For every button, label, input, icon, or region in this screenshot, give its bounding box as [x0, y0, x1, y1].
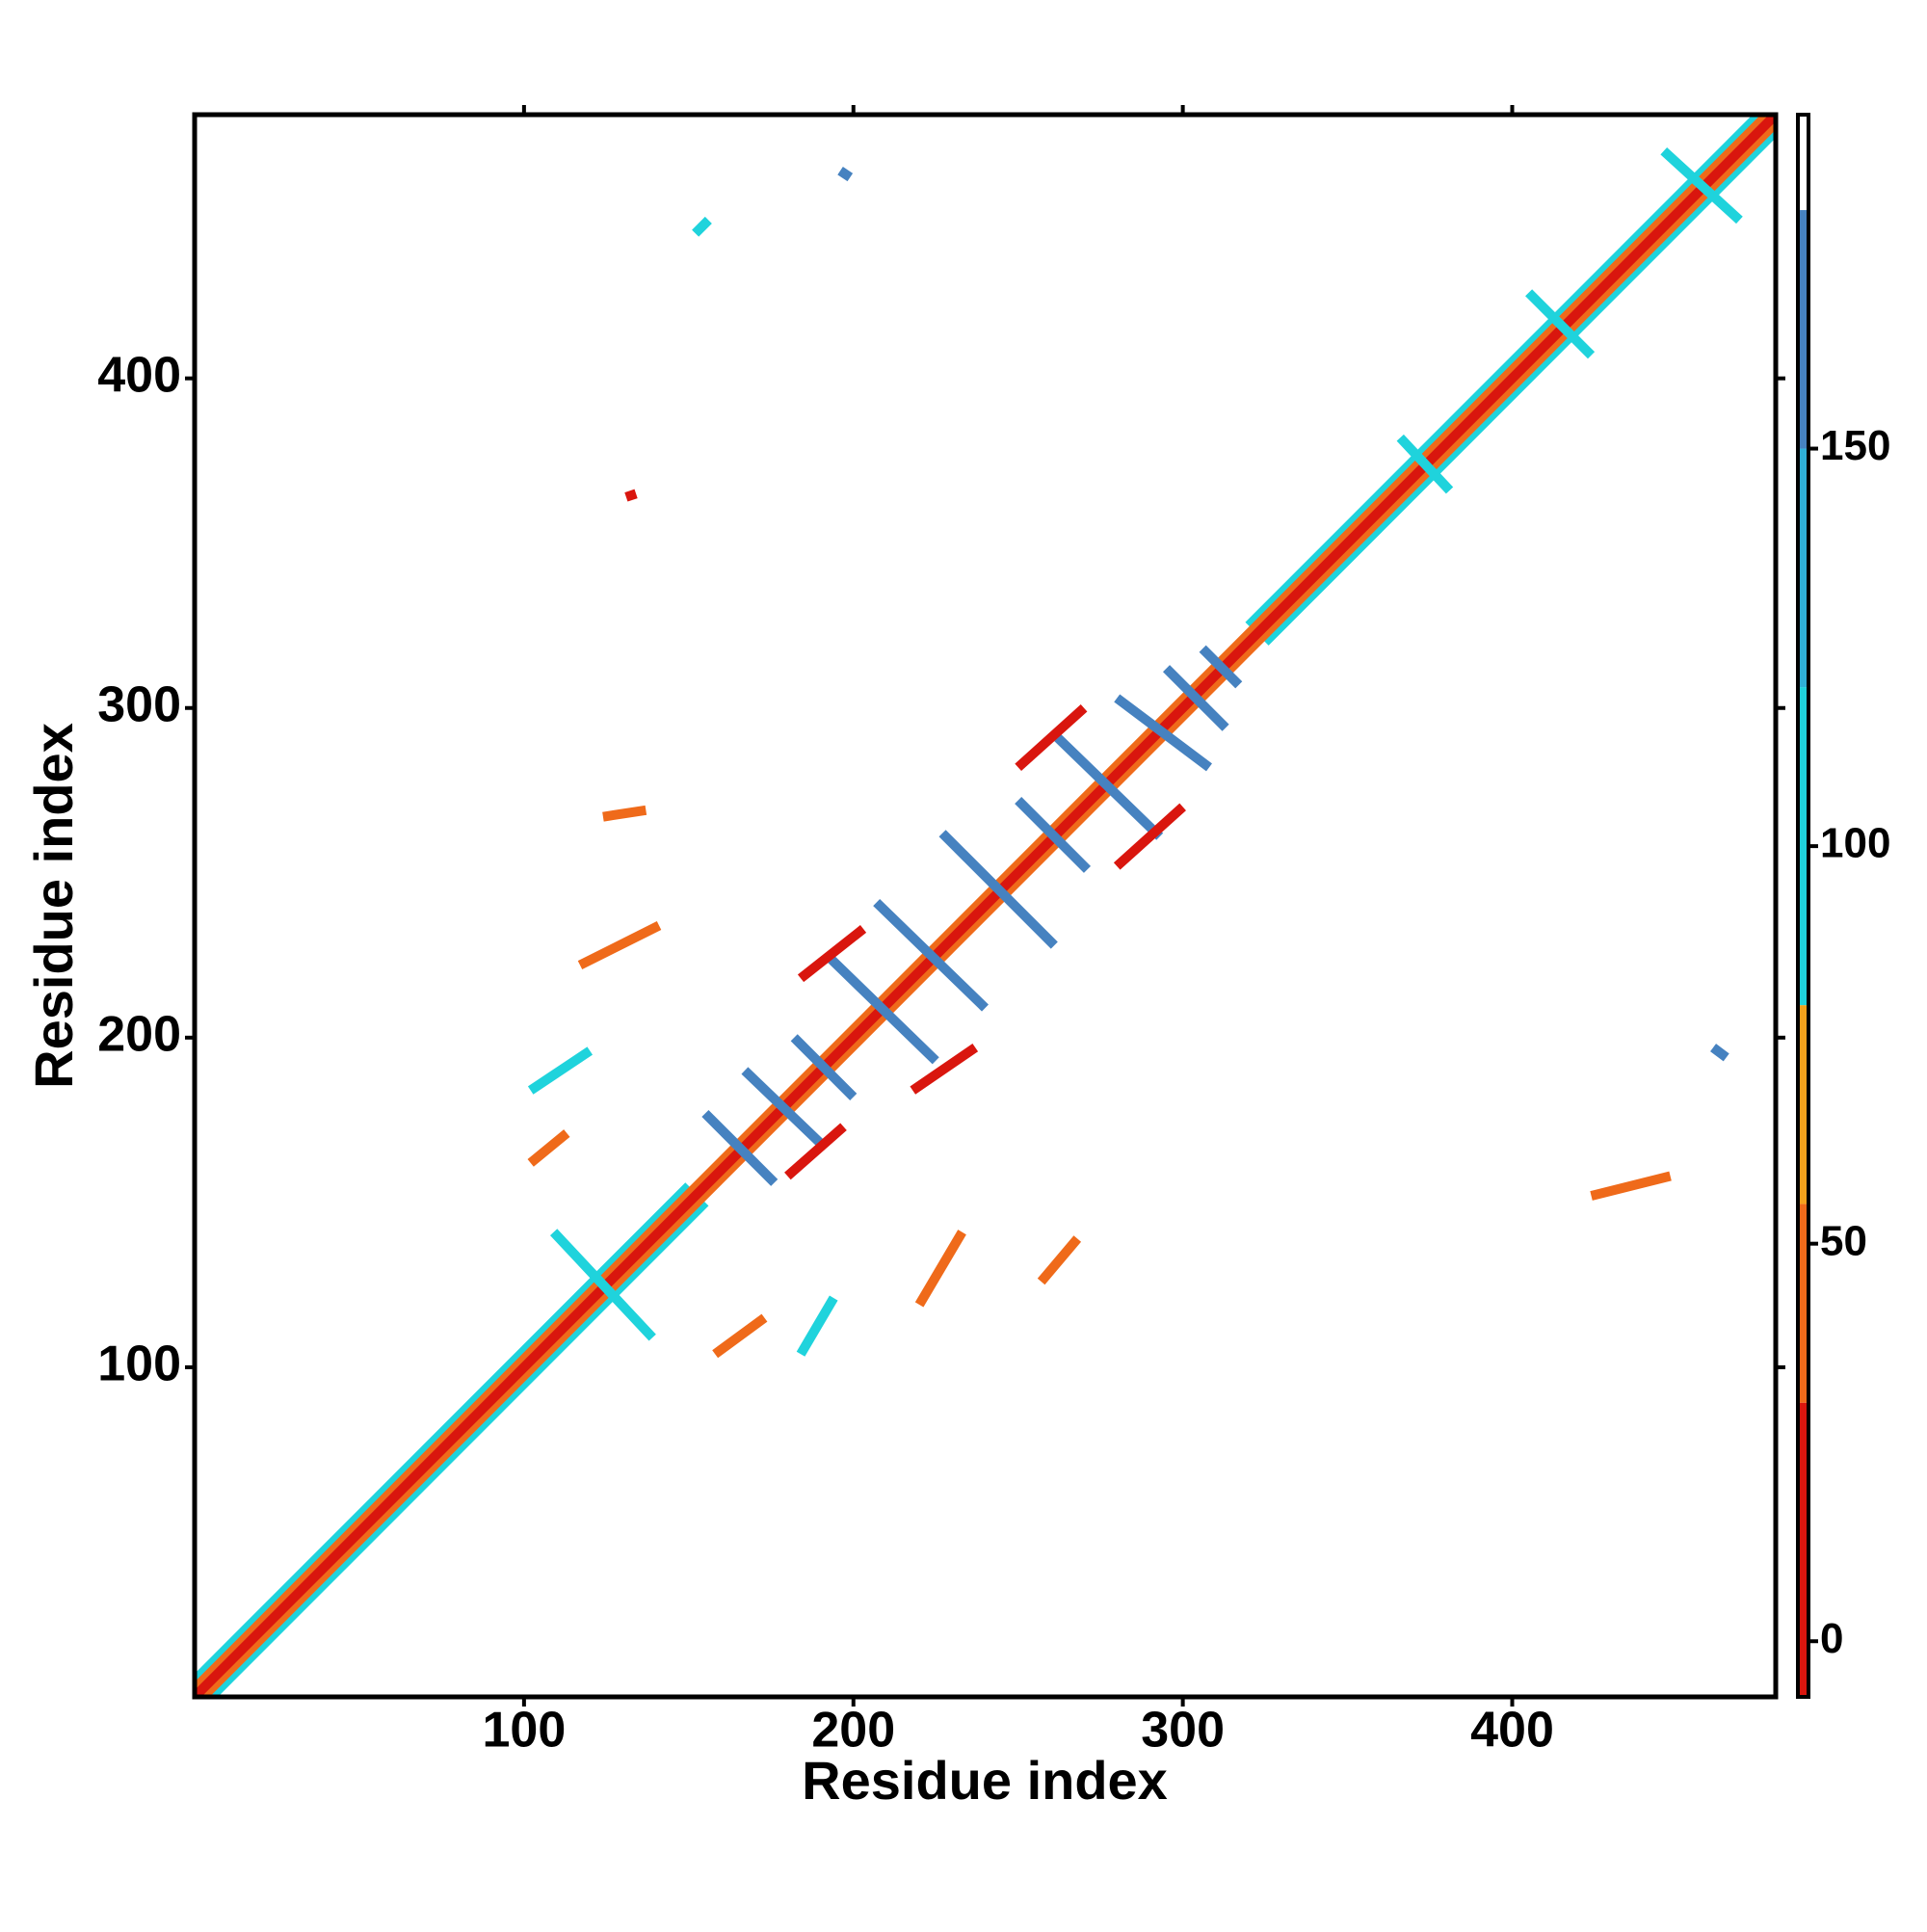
contact-segment	[797, 925, 867, 983]
contact-segment	[577, 921, 662, 970]
x-tick-label: 300	[1141, 1703, 1225, 1759]
contact-segment	[1162, 665, 1229, 731]
x-tick-label: 200	[811, 1703, 895, 1759]
colorbar-tick-label: 50	[1820, 1217, 1867, 1264]
colorbar-frame	[1796, 113, 1810, 1699]
plot-frame	[192, 112, 1779, 1700]
colorbar-band	[1798, 1402, 1808, 1697]
colorbar-band	[1798, 448, 1808, 688]
contact-segment	[692, 216, 712, 237]
colorbar-band	[1798, 210, 1808, 449]
contact-segment	[1199, 645, 1243, 689]
x-axis-title: Residue index	[802, 1750, 1168, 1811]
contact-segment	[1710, 1044, 1729, 1062]
contact-segment	[1660, 146, 1743, 225]
colorbar-band	[1798, 115, 1808, 211]
contact-segment	[602, 805, 647, 822]
contact-segment	[1015, 796, 1092, 873]
contact-segment	[1525, 289, 1596, 359]
contact-segment	[549, 1229, 656, 1341]
contact-segment	[195, 1182, 693, 1684]
contact-segment	[784, 1123, 847, 1180]
contact-segment	[823, 951, 939, 1065]
colorbar-tick-label: 150	[1820, 422, 1890, 469]
plot-area	[195, 115, 1776, 1697]
contact-segment	[624, 489, 638, 502]
contact-segment	[910, 1043, 979, 1095]
contact-segment	[837, 166, 854, 182]
y-tick-label: 100	[97, 1337, 181, 1392]
contact-segment	[712, 1313, 768, 1359]
y-tick-label: 200	[97, 1007, 181, 1063]
contact-segment	[741, 1067, 828, 1151]
colorbar-tick-label: 100	[1820, 820, 1890, 867]
contact-segment	[1113, 803, 1186, 870]
y-axis-title: Residue index	[23, 723, 84, 1089]
contact-segment	[1037, 1235, 1082, 1285]
colorbar-tick-label: 0	[1820, 1615, 1843, 1662]
contact-segment	[195, 115, 1771, 1692]
contact-segment	[527, 1129, 570, 1167]
colorbar-band	[1798, 1005, 1808, 1204]
contact-segment	[199, 119, 1776, 1697]
contact-segment	[1261, 127, 1776, 646]
colorbar-band	[1798, 1204, 1808, 1403]
contact-segment	[938, 830, 1058, 949]
contact-segment	[1396, 434, 1454, 494]
y-tick-label: 400	[97, 347, 181, 403]
contact-segment	[527, 1046, 594, 1095]
contact-segment	[1245, 115, 1763, 629]
contact-segment	[873, 898, 989, 1012]
x-tick-label: 400	[1470, 1703, 1554, 1759]
contact-segment	[195, 115, 1776, 1697]
x-tick-label: 100	[482, 1703, 566, 1759]
contact-segment	[701, 1109, 779, 1186]
contact-segment	[796, 1295, 838, 1357]
contact-segment	[790, 1034, 858, 1100]
contact-segment	[914, 1230, 966, 1308]
contact-segment	[1590, 1171, 1672, 1201]
y-tick-label: 300	[97, 676, 181, 732]
contact-segment	[1015, 704, 1088, 772]
contact-segment	[207, 1199, 709, 1697]
contact-segment	[1114, 694, 1212, 772]
contact-segment	[1054, 733, 1164, 840]
colorbar-band	[1798, 687, 1808, 1006]
